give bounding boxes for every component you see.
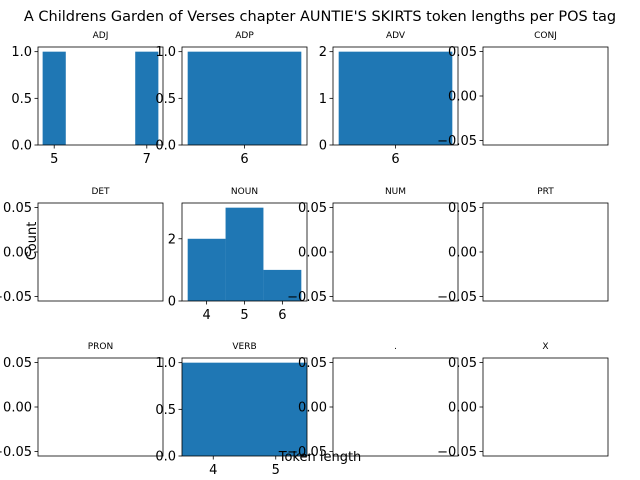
y-tick-label-prt-1: 0.00	[448, 246, 477, 261]
bar-adj-0	[42, 51, 66, 145]
y-tick-label-verb-2: 1.0	[155, 356, 176, 371]
x-tick-label-verb-1: 5	[272, 463, 280, 478]
panel-title-pron: PRON	[88, 342, 114, 352]
y-tick-label-prt-0: −0.05	[437, 290, 477, 305]
y-tick-label-noun-1: 2	[168, 232, 176, 247]
y-tick-label-punct-1: 0.00	[298, 401, 327, 416]
y-tick-label-pron-1: 0.00	[3, 401, 32, 416]
panel-adp: ADP 0.0 0.5 1.0 6	[155, 31, 308, 167]
y-tick-label-pron-0: −0.05	[0, 445, 32, 460]
panel-title-det: DET	[91, 187, 110, 197]
x-tick-label-noun-2: 6	[278, 308, 286, 323]
axes-frame-verb	[181, 357, 308, 457]
x-tick-label-noun-0: 4	[202, 308, 210, 323]
panel-title-adj: ADJ	[93, 31, 109, 41]
y-tick-label-verb-0: 0.0	[155, 450, 176, 465]
panel-noun: NOUN 0 2 4 5 6	[168, 187, 308, 323]
x-tick-label-adp-0: 6	[240, 152, 248, 167]
x-tick-label-adj-1: 7	[143, 152, 151, 167]
bar-adp-0	[187, 51, 302, 145]
panel-prt: PRT −0.05 0.00 0.05	[437, 187, 609, 305]
y-tick-label-adv-2: 2	[319, 45, 327, 60]
panel-title-conj: CONJ	[534, 31, 557, 41]
y-tick-label-num-0: −0.05	[287, 290, 327, 305]
panel-pron: PRON −0.05 0.00 0.05	[0, 342, 164, 460]
bar-noun-1	[225, 207, 264, 301]
panel-title-adp: ADP	[235, 31, 254, 41]
y-tick-label-adv-1: 1	[319, 92, 327, 107]
bar-verb-0	[182, 362, 307, 456]
y-tick-label-prt-2: 0.05	[448, 201, 477, 216]
y-tick-label-adp-1: 0.5	[155, 92, 176, 107]
bar-noun-0	[187, 238, 226, 301]
y-axis-label: Count	[25, 222, 40, 261]
panel-verb: VERB 0.0 0.5 1.0 4 5	[155, 342, 308, 478]
y-tick-label-adj-0: 0.0	[11, 139, 32, 154]
panel-title-x: X	[542, 342, 548, 352]
x-tick-label-noun-1: 5	[240, 308, 248, 323]
y-tick-label-conj-1: 0.00	[448, 90, 477, 105]
y-tick-label-adv-0: 0	[319, 139, 327, 154]
y-tick-label-x-2: 0.05	[448, 356, 477, 371]
chart-title: A Childrens Garden of Verses chapter AUN…	[24, 9, 616, 25]
y-tick-label-x-0: −0.05	[437, 445, 477, 460]
y-tick-label-noun-0: 0	[168, 295, 176, 310]
y-tick-label-det-0: −0.05	[0, 290, 32, 305]
y-tick-label-punct-2: 0.05	[298, 356, 327, 371]
panel-conj: CONJ −0.05 0.00 0.05	[437, 31, 609, 149]
y-tick-label-conj-2: 0.05	[448, 45, 477, 60]
bar-noun-2	[263, 269, 302, 301]
y-tick-label-punct-0: −0.05	[287, 445, 327, 460]
y-tick-label-adp-2: 1.0	[155, 45, 176, 60]
y-tick-label-verb-1: 0.5	[155, 403, 176, 418]
panel-adj: ADJ 0.0 0.5 1.0 5 7	[11, 31, 164, 167]
x-tick-label-adv-0: 6	[391, 152, 399, 167]
y-tick-label-adj-2: 1.0	[11, 45, 32, 60]
panel-num: NUM −0.05 0.00 0.05	[287, 187, 459, 305]
y-tick-label-det-2: 0.05	[3, 201, 32, 216]
panel-title-noun: NOUN	[231, 187, 258, 197]
axes-frame-adj	[37, 46, 164, 146]
x-axis-label: Token length	[278, 450, 362, 465]
y-tick-label-pron-2: 0.05	[3, 356, 32, 371]
y-tick-label-num-1: 0.00	[298, 246, 327, 261]
panel-x: X −0.05 0.00 0.05	[437, 342, 609, 460]
y-tick-label-det-1: 0.00	[3, 246, 32, 261]
y-tick-label-x-1: 0.00	[448, 401, 477, 416]
y-tick-label-adj-1: 0.5	[11, 92, 32, 107]
panel-title-punct: .	[394, 342, 397, 352]
panel-title-verb: VERB	[232, 342, 256, 352]
panel-title-prt: PRT	[537, 187, 554, 197]
y-tick-label-adp-0: 0.0	[155, 139, 176, 154]
panel-adv: ADV 0 1 2 6	[319, 31, 459, 167]
x-tick-label-verb-0: 4	[209, 463, 217, 478]
bar-adj-1	[135, 51, 159, 145]
panel-title-num: NUM	[385, 187, 406, 197]
bar-adv-0	[338, 51, 453, 145]
panel-title-adv: ADV	[386, 31, 406, 41]
y-tick-label-conj-0: −0.05	[437, 134, 477, 149]
x-tick-label-adj-0: 5	[50, 152, 58, 167]
panel-det: DET −0.05 0.00 0.05	[0, 187, 164, 305]
y-tick-label-num-2: 0.05	[298, 201, 327, 216]
panel-punct: . −0.05 0.00 0.05	[287, 342, 459, 460]
